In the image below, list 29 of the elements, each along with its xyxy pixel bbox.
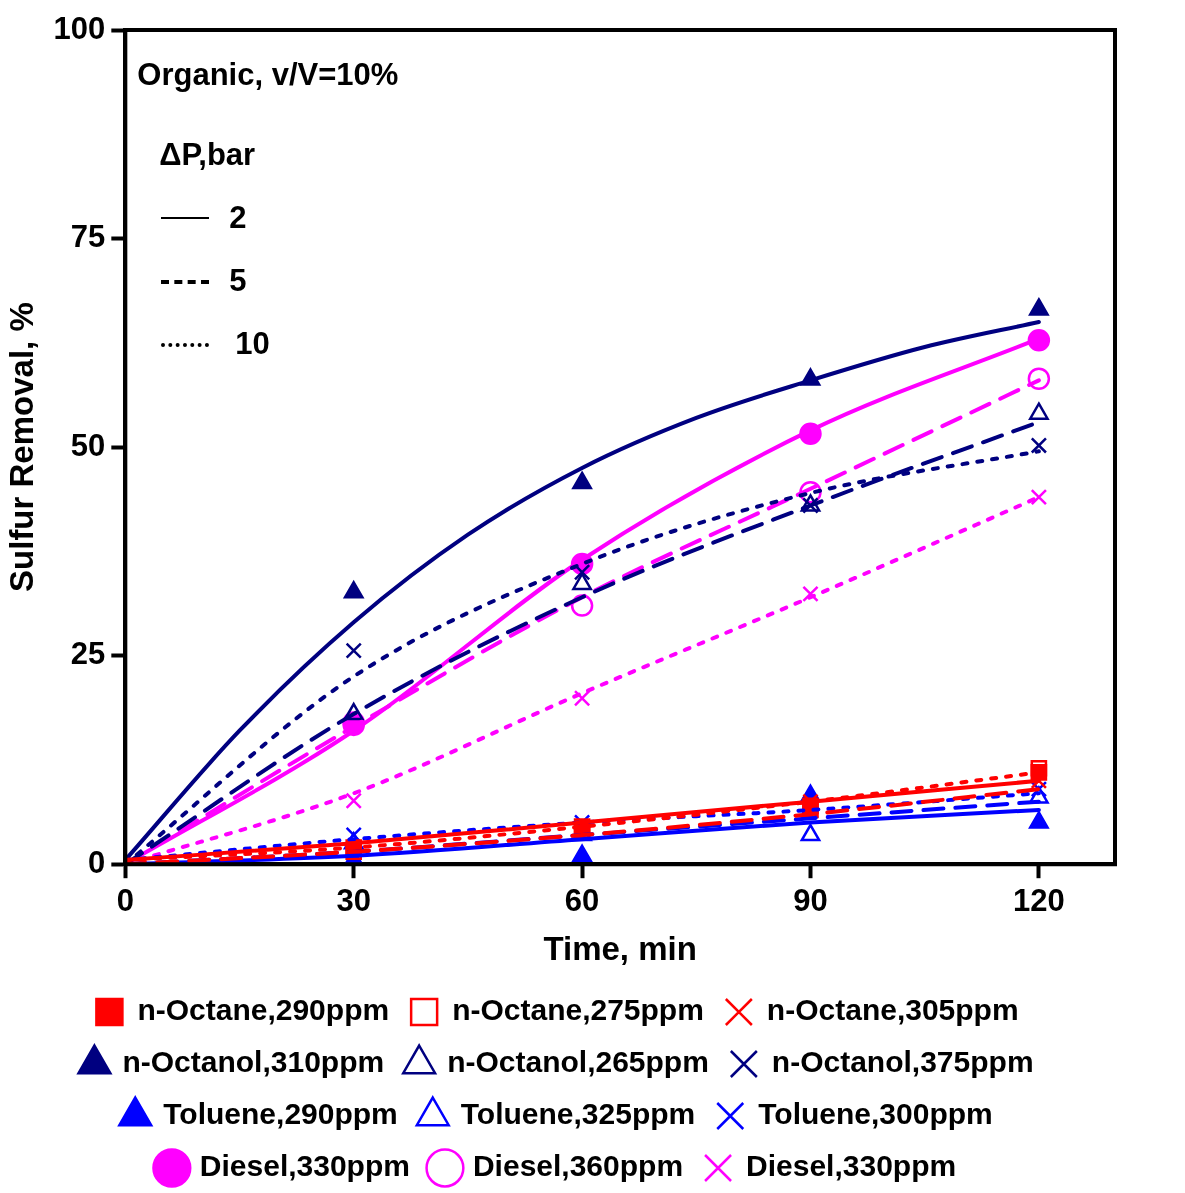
y-tick-label: 0 (88, 844, 106, 880)
y-tick-label: 75 (70, 219, 106, 255)
x-tick-label: 0 (116, 883, 134, 919)
legend-label: Toluene,325ppm (460, 1097, 696, 1131)
annotation: ΔP,bar (159, 136, 256, 172)
legend-label: n-Octanol,265ppm (447, 1045, 709, 1079)
x-tick-label: 60 (564, 883, 600, 919)
legend-label: n-Octanol,375ppm (771, 1045, 1034, 1079)
y-tick-label: 50 (70, 427, 106, 463)
x-axis-title: Time, min (543, 930, 697, 968)
annotation: Organic, v/V=10% (137, 56, 399, 92)
legend-label: n-Octane,275ppm (452, 993, 704, 1027)
y-axis-title: Sulfur Removal, % (2, 302, 40, 592)
legend-label: Diesel,330ppm (199, 1149, 410, 1183)
legend-label: n-Octane,305ppm (766, 993, 1019, 1027)
legend-label: n-Octanol,310ppm (122, 1045, 385, 1079)
legend-label: Diesel,360ppm (472, 1149, 684, 1183)
legend-label: n-Octane,290ppm (137, 993, 390, 1027)
legend-label: Diesel,330ppm (746, 1149, 957, 1183)
annotation: 5 (229, 262, 247, 298)
legend-label: Toluene,300ppm (758, 1097, 993, 1131)
x-tick-label: 90 (793, 883, 828, 919)
x-tick-label: 120 (1013, 883, 1065, 919)
annotation: 10 (235, 325, 270, 361)
legend-label: Toluene,290ppm (163, 1097, 398, 1131)
x-tick-label: 30 (336, 883, 371, 919)
annotation: 2 (229, 199, 247, 235)
y-tick-label: 25 (70, 636, 106, 672)
y-tick-label: 100 (53, 10, 106, 46)
